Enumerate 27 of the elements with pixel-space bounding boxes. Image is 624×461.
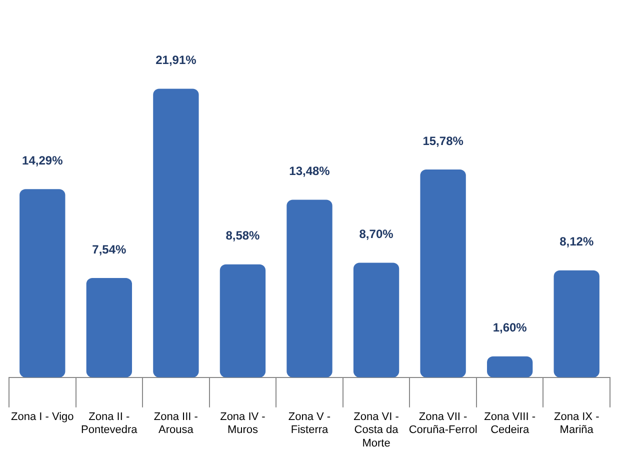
x-tick-label: Zona IV - Muros bbox=[220, 411, 266, 436]
data-label: 21,91% bbox=[156, 53, 197, 68]
data-label: 8,58% bbox=[226, 228, 260, 243]
bar bbox=[353, 262, 400, 378]
bar bbox=[420, 169, 466, 378]
data-label: 1,60% bbox=[492, 320, 528, 335]
bar bbox=[554, 270, 600, 378]
data-label: 15,78% bbox=[422, 134, 464, 148]
bar bbox=[153, 88, 199, 378]
bar bbox=[286, 200, 332, 378]
data-label: 8,70% bbox=[359, 227, 394, 242]
bar bbox=[20, 189, 66, 378]
x-tick-label: Zona III - Arousa bbox=[154, 411, 198, 436]
bar bbox=[486, 356, 533, 378]
bar bbox=[220, 264, 266, 378]
x-tick-label: Zona II - Pontevedra bbox=[81, 411, 138, 436]
x-tick-label: Zona I - Vigo bbox=[11, 411, 74, 424]
data-label: 13,48% bbox=[289, 164, 330, 178]
x-tick-label: Zona V - Fisterra bbox=[288, 411, 331, 436]
x-tick-label: Zona VI - Costa da Morte bbox=[354, 411, 400, 450]
bar bbox=[86, 278, 132, 378]
x-tick-label: Zona VIII - Cedeira bbox=[484, 411, 536, 436]
data-label: 8,12% bbox=[560, 234, 594, 249]
data-label: 7,54% bbox=[92, 242, 127, 256]
data-label: 14,29% bbox=[22, 153, 64, 168]
x-tick-label: Zona VII - Coruña-Ferrol bbox=[408, 411, 478, 436]
x-tick-label: Zona IX - Mariña bbox=[554, 411, 600, 436]
